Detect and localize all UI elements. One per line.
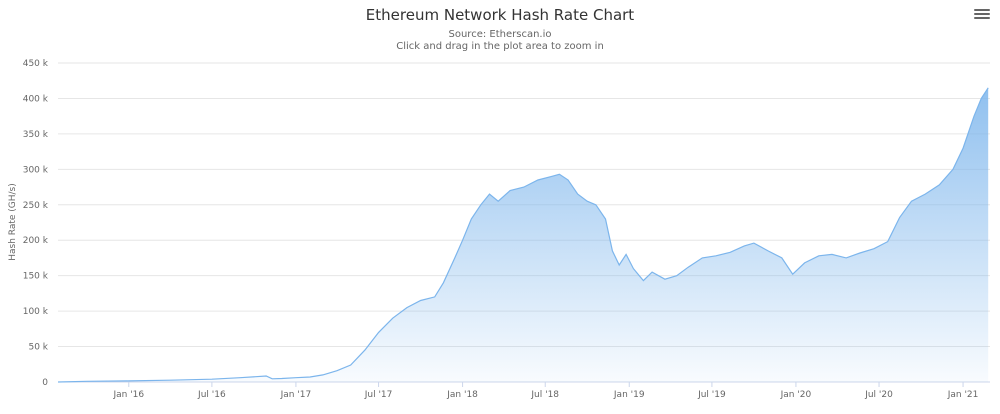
- x-tick-label: Jul '20: [864, 390, 893, 400]
- y-tick-label: 400 k: [23, 94, 49, 104]
- x-tick-label: Jan '18: [446, 390, 478, 400]
- x-tick-label: Jan '19: [613, 390, 645, 400]
- y-tick-label: 250 k: [23, 201, 49, 211]
- y-tick-label: 350 k: [23, 130, 49, 140]
- chart-title: Ethereum Network Hash Rate Chart: [365, 6, 635, 24]
- y-tick-label: 0: [42, 378, 48, 388]
- y-tick-label: 450 k: [23, 59, 49, 69]
- x-tick-label: Jan '16: [112, 390, 144, 400]
- x-tick-label: Jul '18: [530, 390, 559, 400]
- series-hash-rate: [57, 87, 989, 383]
- x-tick-label: Jan '21: [947, 390, 979, 400]
- series-area-fill: [58, 87, 989, 383]
- y-tick-label: 100 k: [23, 307, 49, 317]
- y-axis-title: Hash Rate (GH/s): [8, 183, 18, 261]
- y-tick-label: 50 k: [28, 343, 48, 353]
- y-tick-label: 150 k: [23, 272, 49, 282]
- y-tick-label: 300 k: [23, 165, 49, 175]
- x-tick-label: Jan '20: [780, 390, 812, 400]
- chart-menu-hamburger-icon[interactable]: [974, 7, 990, 23]
- series-line: [57, 87, 989, 383]
- chart-subtitle-zoom-hint: Click and drag in the plot area to zoom …: [396, 41, 604, 52]
- y-tick-label: 200 k: [23, 236, 49, 246]
- x-tick-label: Jul '19: [697, 390, 726, 400]
- x-axis-ticks: Jan '16 Jul '16 Jan '17 Jul '17 Jan '18 Jul '…: [112, 382, 978, 400]
- x-tick-label: Jul '16: [197, 390, 226, 400]
- chart-subtitle-source: Source: Etherscan.io: [448, 29, 552, 40]
- x-tick-label: Jan '17: [280, 390, 312, 400]
- y-axis-ticks: 0 50 k 100 k 150 k 200 k 250 k 300 k 350 k 400 k…: [23, 59, 49, 388]
- x-tick-label: Jul '17: [364, 390, 393, 400]
